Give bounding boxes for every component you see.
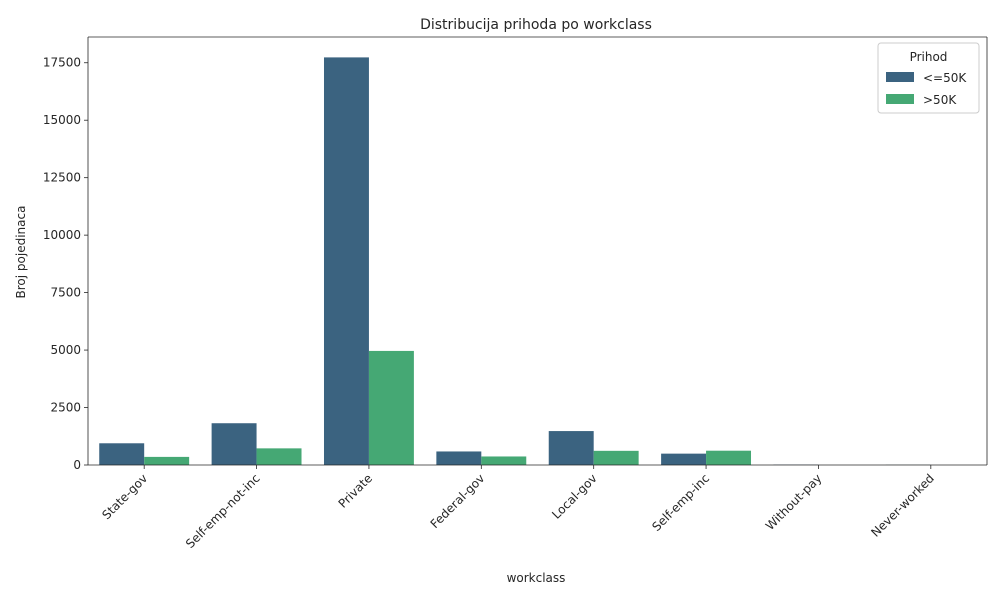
legend-entry-label: >50K [923,93,957,107]
bar [661,453,707,465]
bar [256,448,302,465]
x-tick-label: Local-gov [549,471,600,522]
y-tick-label: 12500 [43,171,81,185]
bar [481,456,527,465]
y-tick-label: 2500 [50,401,81,415]
bar [99,443,145,465]
y-tick-label: 10000 [43,228,81,242]
x-tick-label: Private [336,471,375,510]
x-tick-label: Never-worked [868,471,937,540]
bar [211,423,257,465]
x-axis-label: workclass [507,571,566,585]
bar [323,57,369,465]
x-tick-label: Without-pay [763,471,825,533]
y-tick-label: 5000 [50,343,81,357]
x-tick-label: State-gov [99,471,150,522]
legend-entry-label: <=50K [923,71,967,85]
legend-swatch [886,72,914,82]
y-tick-label: 17500 [43,56,81,70]
bar [436,451,482,465]
y-tick-label: 15000 [43,113,81,127]
x-tick-label: Self-emp-inc [649,471,712,534]
bar [368,350,414,465]
chart-title: Distribucija prihoda po workclass [420,17,652,33]
y-tick-label: 7500 [50,286,81,300]
bar [593,450,639,465]
legend-swatch [886,94,914,104]
x-tick-label: Federal-gov [428,471,488,531]
bar [144,456,190,465]
bar [706,450,752,465]
y-tick-label: 0 [73,458,81,472]
legend: Prihod <=50K >50K [877,42,980,114]
legend-title: Prihod [910,50,948,64]
x-tick-label: Self-emp-not-inc [183,471,263,551]
bar [548,431,594,465]
y-axis-label: Broj pojedinaca [14,206,28,299]
